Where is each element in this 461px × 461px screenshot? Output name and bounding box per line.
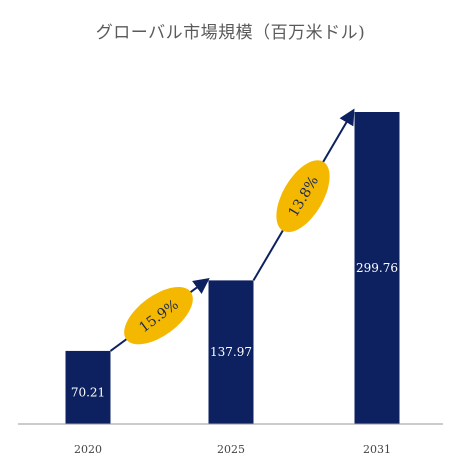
bar-value-label-2025: 137.97 xyxy=(210,345,252,359)
bar-2025 xyxy=(208,280,254,424)
cagr-badge-2025-2031: 13.8% xyxy=(276,160,330,233)
chart-title: グローバル市場規模（百万米ドル) xyxy=(95,23,366,43)
bar-2031 xyxy=(354,112,400,424)
x-tick-label-2025: 2025 xyxy=(217,443,245,456)
bar-2020 xyxy=(65,350,111,424)
x-tick-label-2031: 2031 xyxy=(363,443,391,456)
bar-value-label-2020: 70.21 xyxy=(71,385,105,399)
cagr-badge-shape xyxy=(276,160,330,233)
cagr-badge-shape xyxy=(124,287,193,345)
bar-value-label-2031: 299.76 xyxy=(356,261,398,275)
x-tick-label-2020: 2020 xyxy=(74,443,102,456)
cagr-badge-2020-2025: 15.9% xyxy=(124,287,193,345)
